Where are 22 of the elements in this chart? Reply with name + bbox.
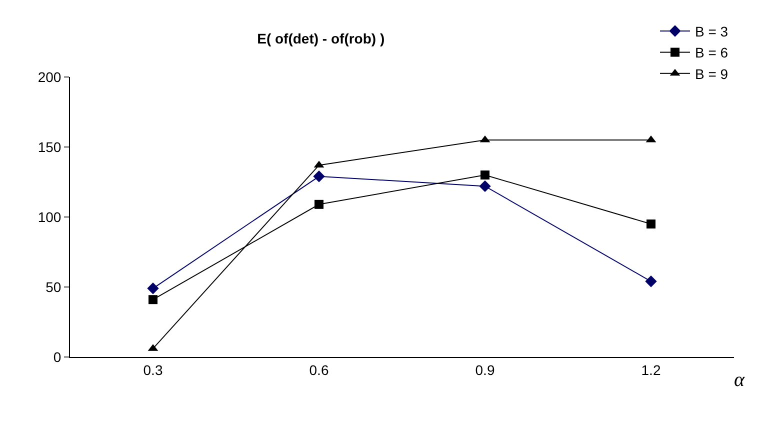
y-tick-label: 150 bbox=[38, 138, 62, 155]
point bbox=[313, 170, 325, 182]
point bbox=[147, 282, 159, 294]
y-tick-label: 200 bbox=[38, 68, 62, 85]
point bbox=[314, 200, 324, 209]
point bbox=[645, 276, 657, 288]
legend-label: B = 9 bbox=[695, 66, 728, 82]
x-axis-title: α bbox=[734, 369, 745, 391]
y-tick-label: 50 bbox=[46, 278, 62, 295]
x-tick-label: 1.2 bbox=[641, 362, 661, 378]
point bbox=[479, 180, 491, 192]
point bbox=[148, 295, 158, 304]
y-tick-label: 0 bbox=[53, 348, 62, 365]
chart-title: E( of(det) - of(rob) ) bbox=[257, 30, 385, 47]
point bbox=[480, 170, 490, 180]
legend-label: B = 3 bbox=[695, 23, 728, 40]
point bbox=[646, 220, 656, 228]
x-tick-label: 0.3 bbox=[143, 362, 163, 378]
x-tick-label: 0.6 bbox=[309, 362, 329, 378]
x-tick-label: 0.9 bbox=[475, 362, 495, 378]
legend-label: B = 6 bbox=[695, 44, 728, 61]
y-tick-label: 100 bbox=[38, 208, 62, 225]
